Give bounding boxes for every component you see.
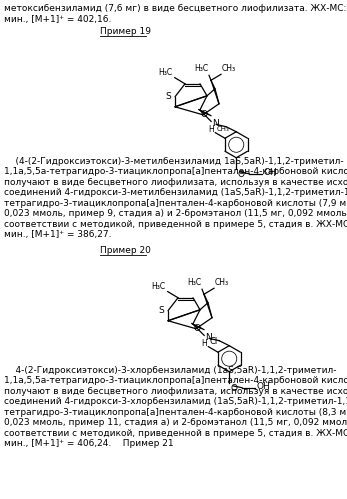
Text: N: N bbox=[205, 333, 212, 342]
Text: (4-(2-Гидроксиэтокси)-3-метилбензиламид 1aS,5aR)-1,1,2-триметил-: (4-(2-Гидроксиэтокси)-3-метилбензиламид … bbox=[4, 157, 344, 166]
Text: H₃C: H₃C bbox=[187, 278, 201, 287]
Text: 4-(2-Гидроксиэтокси)-3-хлорбензиламид (1aS,5aR)-1,1,2-триметил-: 4-(2-Гидроксиэтокси)-3-хлорбензиламид (1… bbox=[4, 366, 337, 375]
Text: H₃C: H₃C bbox=[152, 281, 166, 290]
Text: S: S bbox=[165, 92, 171, 101]
Text: мин., [M+1]⁺ = 386,27.: мин., [M+1]⁺ = 386,27. bbox=[4, 231, 111, 240]
Text: тетрагидро-3-тиациклопропа[a]пентален-4-карбоновой кислоты (7,9 мг,: тетрагидро-3-тиациклопропа[a]пентален-4-… bbox=[4, 199, 347, 208]
Text: 0,023 ммоль, пример 9, стадия а) и 2-бромэтанол (11,5 мг, 0,092 ммоль) в: 0,023 ммоль, пример 9, стадия а) и 2-бро… bbox=[4, 209, 347, 218]
Text: 0,023 ммоль, пример 11, стадия а) и 2-бромэтанол (11,5 мг, 0,092 ммоль) в: 0,023 ммоль, пример 11, стадия а) и 2-бр… bbox=[4, 418, 347, 427]
Text: соединений 4-гидрокси-3-метилбензиламид (1aS,5aR)-1,1,2-триметил-1,1a,5,5a-: соединений 4-гидрокси-3-метилбензиламид … bbox=[4, 188, 347, 197]
Text: O: O bbox=[237, 170, 244, 179]
Text: мин., [M+1]⁺ = 406,24.    Пример 21: мин., [M+1]⁺ = 406,24. Пример 21 bbox=[4, 439, 173, 448]
Text: Пример 19: Пример 19 bbox=[100, 27, 151, 36]
Text: 1,1a,5,5a-тетрагидро-3-тиациклопропа[a]пентален-4-карбоновой кислоты (1,2 мг): 1,1a,5,5a-тетрагидро-3-тиациклопропа[a]п… bbox=[4, 376, 347, 385]
Text: OH: OH bbox=[264, 168, 278, 177]
Text: соответствии с методикой, приведенной в примере 5, стадия в. ЖХ-МС: tR = 0,99: соответствии с методикой, приведенной в … bbox=[4, 220, 347, 229]
Text: получают в виде бесцветного лиофилизата, используя в качестве исходных: получают в виде бесцветного лиофилизата,… bbox=[4, 387, 347, 396]
Text: S: S bbox=[158, 306, 164, 315]
Text: соединений 4-гидрокси-3-хлорбензиламид (1aS,5aR)-1,1,2-триметил-1,1a,5,5a-: соединений 4-гидрокси-3-хлорбензиламид (… bbox=[4, 397, 347, 406]
Text: O: O bbox=[194, 323, 201, 332]
Text: Cl: Cl bbox=[209, 337, 218, 346]
Text: получают в виде бесцветного лиофилизата, используя в качестве исходных: получают в виде бесцветного лиофилизата,… bbox=[4, 178, 347, 187]
Text: H₃C: H₃C bbox=[194, 64, 208, 73]
Text: O: O bbox=[230, 384, 237, 393]
Text: OH: OH bbox=[257, 382, 271, 391]
Text: H₃C: H₃C bbox=[159, 68, 173, 77]
Text: CH₃: CH₃ bbox=[222, 64, 236, 73]
Text: соответствии с методикой, приведенной в примере 5, стадия в. ЖХ-МС: tR = 1,00: соответствии с методикой, приведенной в … bbox=[4, 429, 347, 438]
Text: H: H bbox=[201, 339, 207, 348]
Text: O: O bbox=[201, 110, 208, 119]
Text: CH₃: CH₃ bbox=[216, 126, 229, 132]
Text: Пример 20: Пример 20 bbox=[100, 246, 151, 255]
Text: H: H bbox=[208, 125, 214, 134]
Text: тетрагидро-3-тиациклопропа[a]пентален-4-карбоновой кислоты (8,3 мг,: тетрагидро-3-тиациклопропа[a]пентален-4-… bbox=[4, 408, 347, 417]
Text: метоксибензиламид (7,6 мг) в виде бесцветного лиофилизата. ЖХ-МС: tR = 0,98: метоксибензиламид (7,6 мг) в виде бесцве… bbox=[4, 4, 347, 13]
Text: 1,1a,5,5a-тетрагидро-3-тиациклопропа[a]пентален-4-карбоновой кислоты (1,9 мг): 1,1a,5,5a-тетрагидро-3-тиациклопропа[a]п… bbox=[4, 167, 347, 176]
Text: N: N bbox=[212, 119, 219, 128]
Text: мин., [M+1]⁺ = 402,16.: мин., [M+1]⁺ = 402,16. bbox=[4, 14, 111, 23]
Text: CH₃: CH₃ bbox=[215, 278, 229, 287]
